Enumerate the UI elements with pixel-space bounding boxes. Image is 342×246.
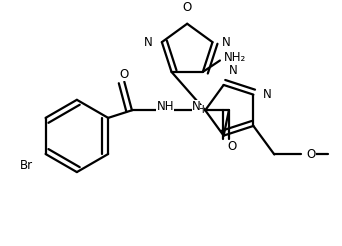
Text: H: H xyxy=(197,105,204,115)
Text: N: N xyxy=(263,88,272,101)
Text: Br: Br xyxy=(20,159,33,172)
Text: N: N xyxy=(222,36,231,49)
Text: N: N xyxy=(192,100,200,113)
Text: N: N xyxy=(228,64,237,77)
Text: O: O xyxy=(307,148,316,161)
Text: NH: NH xyxy=(156,100,174,113)
Text: N: N xyxy=(144,36,152,49)
Text: O: O xyxy=(227,140,236,153)
Text: O: O xyxy=(183,1,192,14)
Text: O: O xyxy=(120,68,129,81)
Text: NH₂: NH₂ xyxy=(224,51,246,64)
